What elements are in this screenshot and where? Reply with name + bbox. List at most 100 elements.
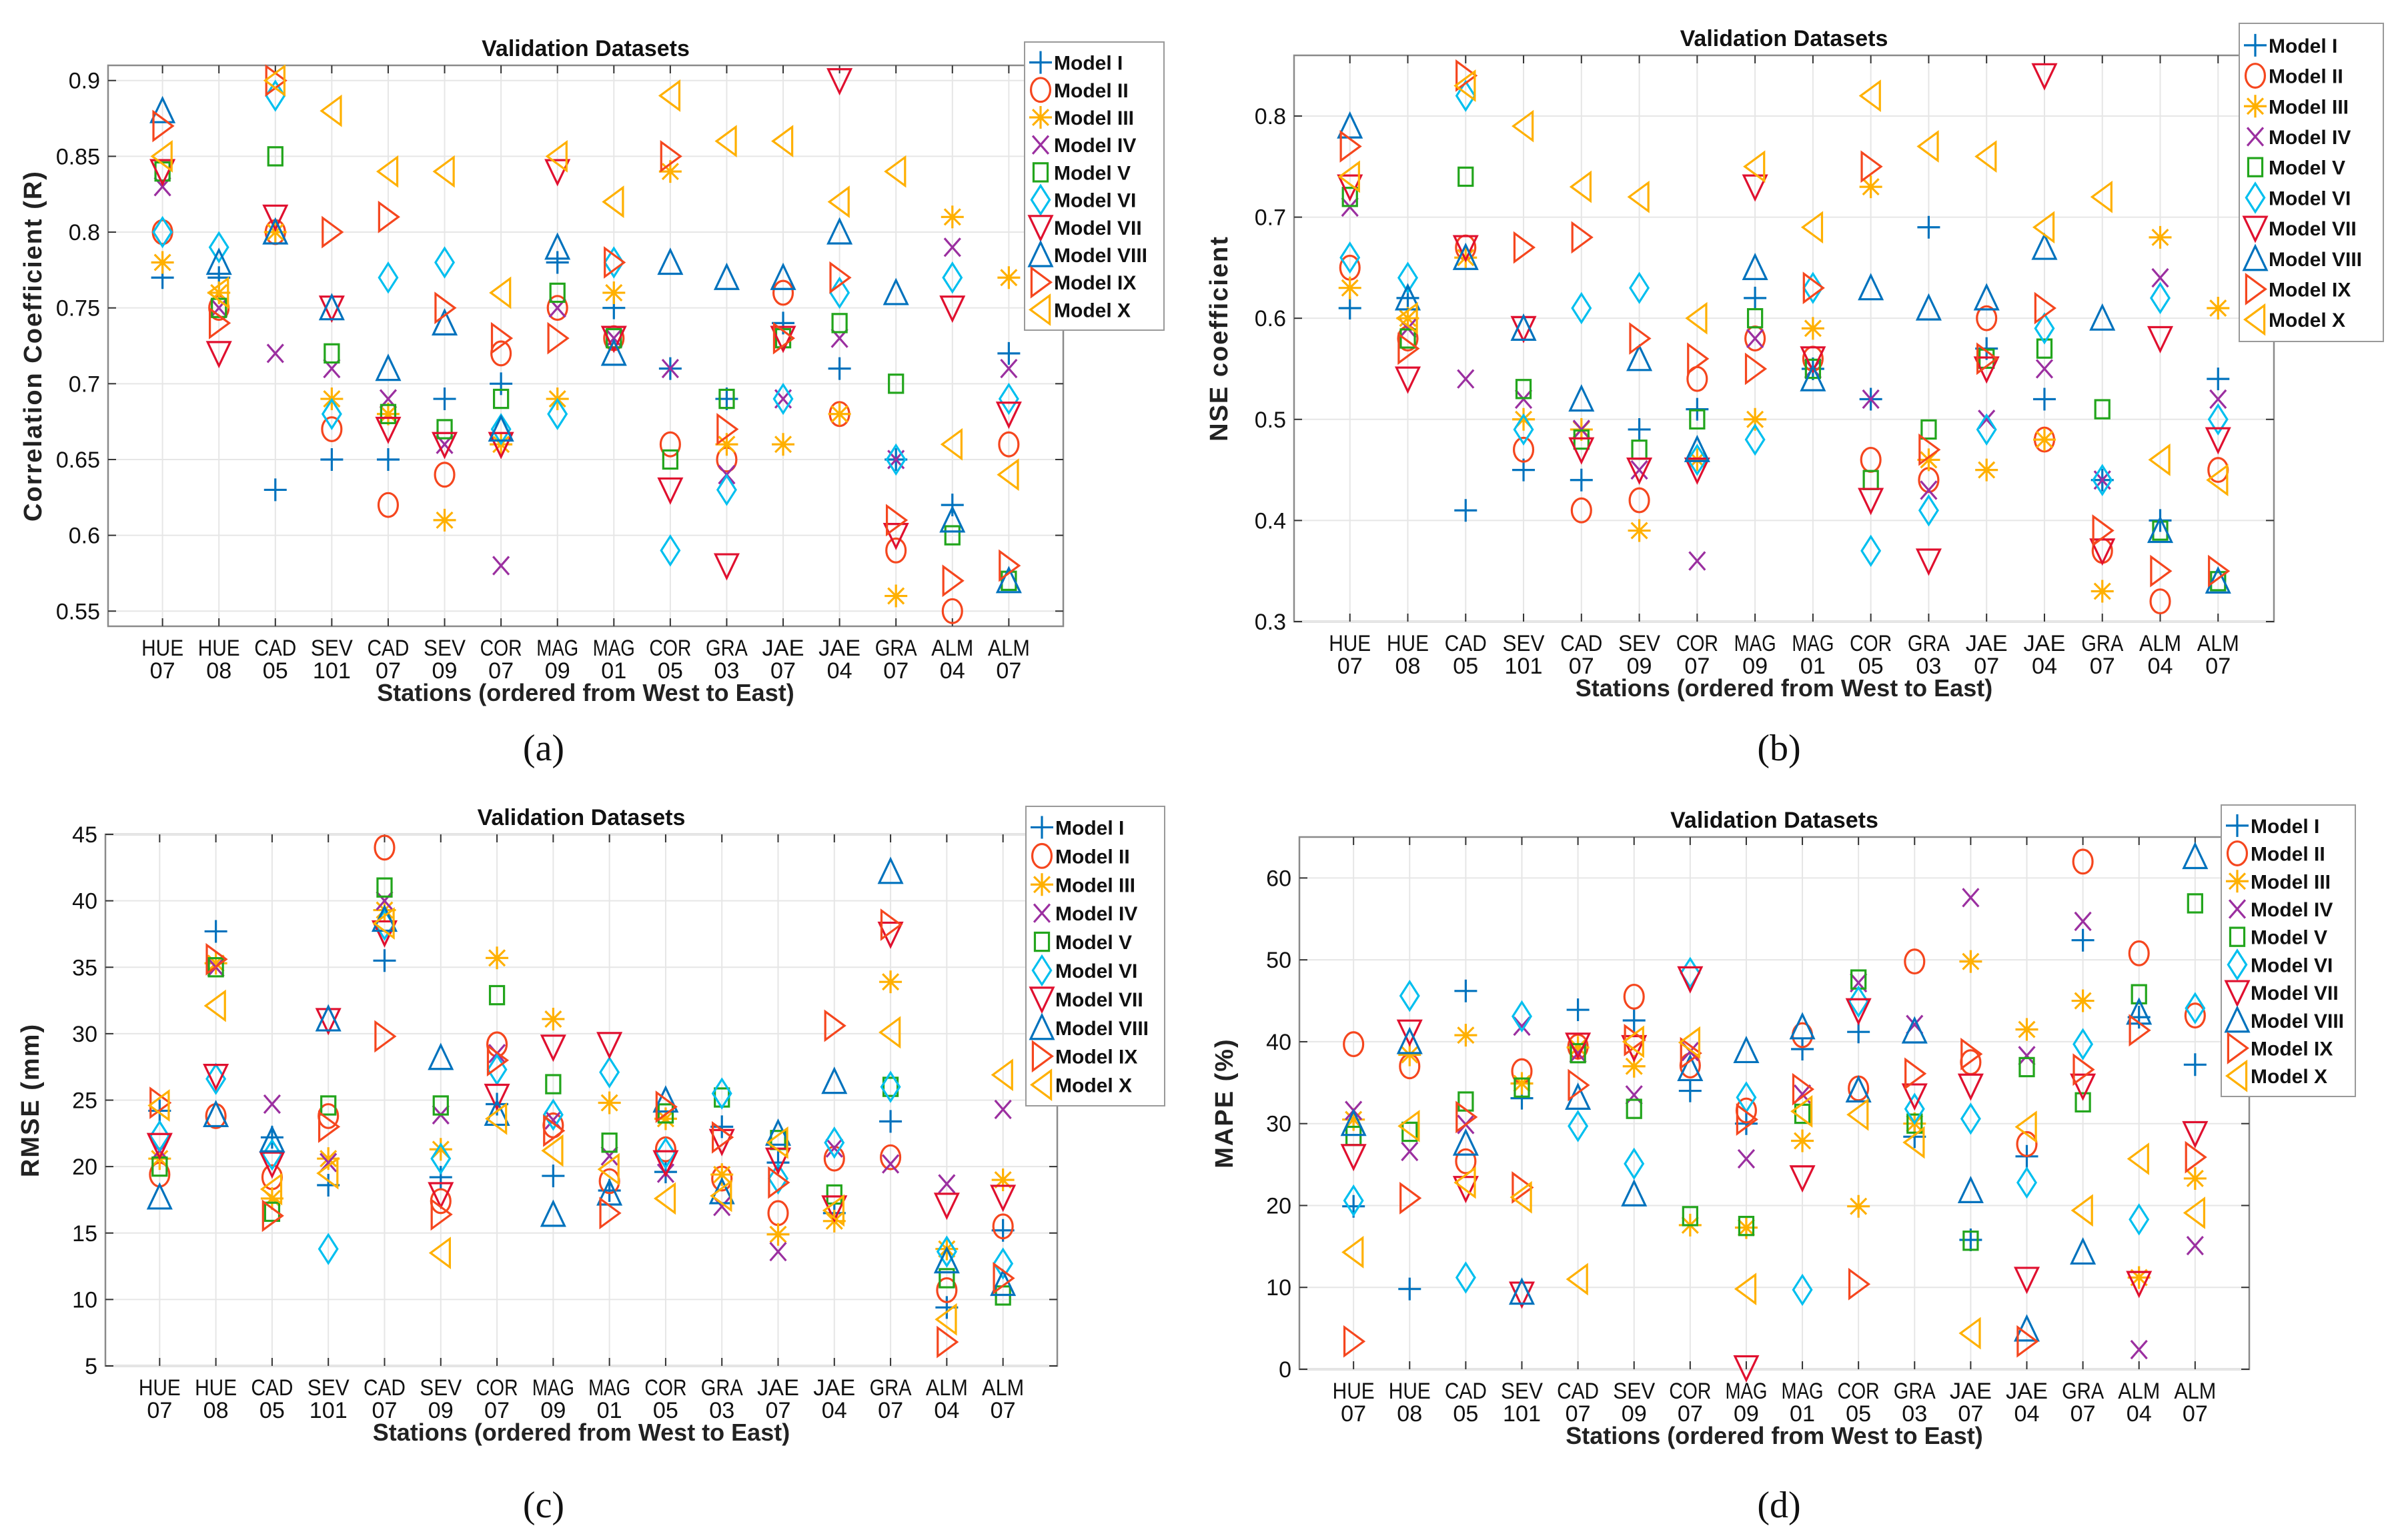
data-point bbox=[2148, 444, 2171, 476]
data-point bbox=[658, 79, 681, 112]
data-point bbox=[1847, 1195, 1870, 1218]
data-point bbox=[146, 1132, 173, 1161]
data-point bbox=[373, 949, 396, 972]
data-point bbox=[941, 598, 963, 624]
data-point bbox=[2184, 1002, 2206, 1029]
x-tick-label-line1: HUE bbox=[1329, 631, 1371, 656]
data-point bbox=[1846, 1098, 1869, 1131]
data-point bbox=[1455, 59, 1478, 92]
legend-label: Model V bbox=[1054, 162, 1131, 184]
data-point bbox=[600, 1146, 618, 1166]
data-point bbox=[1858, 79, 1881, 113]
data-point bbox=[1626, 343, 1653, 371]
panel-caption: (c) bbox=[523, 1485, 564, 1526]
chart-panel-a: 0.550.60.650.70.750.80.850.9HUE07HUE08CA… bbox=[19, 36, 1165, 769]
data-point bbox=[430, 1142, 452, 1175]
data-point bbox=[262, 204, 289, 232]
data-point bbox=[1512, 408, 1536, 431]
data-point bbox=[485, 1102, 508, 1135]
data-point bbox=[1848, 985, 1869, 1018]
data-point bbox=[933, 1193, 960, 1221]
data-point bbox=[540, 1199, 566, 1227]
data-point bbox=[831, 313, 848, 333]
data-point bbox=[1339, 130, 1362, 163]
data-point bbox=[1513, 1016, 1531, 1036]
data-point bbox=[1394, 283, 1421, 311]
data-point bbox=[1454, 499, 1477, 522]
data-point bbox=[998, 382, 1019, 416]
y-tick-label: 25 bbox=[72, 1088, 97, 1114]
data-point bbox=[657, 1103, 674, 1124]
data-point bbox=[432, 307, 458, 336]
x-tick-label-line1: MAG bbox=[1792, 631, 1834, 656]
data-point bbox=[603, 246, 624, 279]
data-point bbox=[432, 1095, 449, 1116]
x-tick-label-line2: 09 bbox=[1742, 654, 1768, 679]
data-point bbox=[1734, 1273, 1757, 1306]
data-point bbox=[428, 1237, 451, 1270]
data-point bbox=[2016, 1325, 2039, 1358]
x-tick-label-line2: 09 bbox=[1622, 1401, 1647, 1427]
data-point bbox=[1736, 1103, 1758, 1136]
data-point bbox=[259, 1173, 283, 1206]
data-point bbox=[433, 388, 456, 411]
data-point bbox=[1340, 1108, 1367, 1136]
data-point bbox=[2205, 427, 2231, 455]
chart-title: Validation Datasets bbox=[1680, 26, 1888, 51]
data-point bbox=[376, 155, 399, 188]
data-point bbox=[1791, 1129, 1814, 1152]
data-point bbox=[266, 343, 284, 363]
data-point bbox=[1626, 457, 1653, 486]
data-point bbox=[263, 64, 285, 97]
data-point bbox=[322, 215, 344, 249]
data-point bbox=[1513, 231, 1536, 264]
data-point bbox=[994, 1099, 1012, 1120]
data-point bbox=[2126, 1271, 2153, 1299]
legend-marker-icon bbox=[2244, 33, 2267, 57]
data-point bbox=[1397, 332, 1420, 365]
data-point bbox=[150, 139, 173, 173]
x-tick-label-line2: 07 bbox=[766, 1398, 791, 1423]
data-point bbox=[1744, 286, 1767, 309]
data-point bbox=[545, 139, 568, 173]
legend-marker-icon bbox=[1031, 135, 1050, 155]
data-point bbox=[1742, 252, 1768, 280]
data-point bbox=[2127, 1142, 2149, 1175]
data-point bbox=[488, 432, 514, 460]
chart-panel-d: 0102030405060HUE07HUE08CAD05SEV101CAD07S… bbox=[1211, 804, 2356, 1526]
data-point bbox=[490, 372, 513, 396]
x-tick-label-line1: ALM bbox=[926, 1375, 968, 1401]
data-point bbox=[768, 1166, 790, 1199]
legend-marker-icon bbox=[1029, 986, 1055, 1014]
data-point bbox=[375, 353, 402, 381]
chart-title: Validation Datasets bbox=[482, 36, 690, 61]
x-tick-label-line1: SEV bbox=[308, 1375, 350, 1401]
x-tick-label-line1: JAE bbox=[762, 636, 804, 661]
data-point bbox=[1622, 1009, 1646, 1032]
legend-marker-icon bbox=[1029, 77, 1052, 103]
data-point bbox=[488, 984, 506, 1006]
data-point bbox=[2127, 1266, 2151, 1289]
legend-marker-icon bbox=[2242, 215, 2269, 243]
data-point bbox=[2128, 940, 2150, 966]
data-point bbox=[997, 341, 1021, 365]
data-point bbox=[1452, 235, 1479, 263]
x-tick-label-line2: 09 bbox=[428, 1398, 454, 1423]
y-tick-label: 0.6 bbox=[69, 524, 100, 549]
data-point bbox=[2209, 389, 2227, 410]
data-point bbox=[880, 1144, 902, 1171]
y-tick-label: 30 bbox=[72, 1022, 97, 1047]
y-tick-label: 20 bbox=[1266, 1193, 1291, 1219]
data-point bbox=[321, 398, 342, 431]
data-point bbox=[768, 1162, 789, 1195]
data-point bbox=[882, 523, 909, 551]
data-point bbox=[769, 1241, 787, 1262]
y-tick-label: 30 bbox=[1266, 1112, 1291, 1137]
data-point bbox=[205, 247, 232, 275]
data-point bbox=[149, 95, 176, 123]
data-point bbox=[2031, 232, 2058, 260]
data-point bbox=[657, 477, 684, 505]
data-point bbox=[1401, 1141, 1419, 1162]
data-point bbox=[1802, 271, 1824, 304]
data-point bbox=[710, 1179, 732, 1213]
